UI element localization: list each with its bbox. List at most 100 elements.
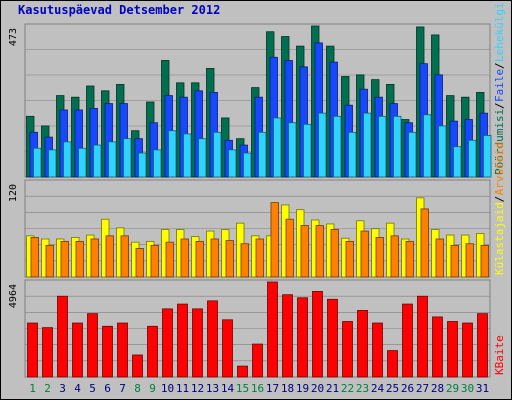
bar-kbaite-day-17 [267, 281, 278, 378]
bar-arvuteid-day-19 [300, 225, 309, 278]
bar-kbaite-day-28 [432, 316, 443, 378]
bar-kbaite-day-3 [57, 295, 68, 378]
bar-arvuteid-day-13 [210, 238, 219, 278]
bar-lehekülgi-day-9 [153, 149, 162, 178]
bar-arvuteid-day-30 [465, 243, 474, 278]
x-tick-label-day-11: 11 [176, 382, 189, 395]
bar-arvuteid-day-20 [315, 225, 324, 278]
bar-kbaite-day-21 [327, 298, 338, 378]
bar-kbaite-day-7 [117, 322, 128, 378]
bar-arvuteid-day-2 [45, 244, 54, 278]
bar-lehekülgi-day-10 [168, 130, 177, 178]
bar-lehekülgi-day-24 [378, 115, 387, 178]
bar-arvuteid-day-11 [180, 238, 189, 278]
x-tick-label-day-6: 6 [104, 382, 111, 395]
legend-pöördumisi: Pöördumisi [493, 109, 506, 175]
x-tick-label-day-27: 27 [416, 382, 429, 395]
legend-külastajaid: Külastajaid [493, 202, 506, 275]
bar-lehekülgi-day-3 [63, 141, 72, 178]
bar-kbaite-day-8 [132, 354, 143, 378]
bar-arvuteid-day-26 [405, 240, 414, 278]
bar-arvuteid-day-14 [225, 240, 234, 278]
bar-arvuteid-day-31 [480, 244, 489, 278]
bar-arvuteid-day-21 [330, 229, 339, 278]
bar-arvuteid-day-27 [420, 208, 429, 278]
x-tick-label-day-12: 12 [191, 382, 204, 395]
bar-arvuteid-day-16 [255, 238, 264, 278]
x-tick-label-day-26: 26 [401, 382, 414, 395]
bar-arvuteid-day-29 [450, 244, 459, 278]
bar-kbaite-day-29 [447, 321, 458, 378]
bar-lehekülgi-day-15 [243, 152, 252, 178]
bar-lehekülgi-day-1 [33, 147, 42, 178]
bar-lehekülgi-day-28 [438, 125, 447, 178]
panel-3-legend: KBaite [493, 335, 506, 375]
bar-lehekülgi-day-23 [363, 112, 372, 178]
bar-arvuteid-day-3 [60, 240, 69, 278]
x-tick-label-day-21: 21 [326, 382, 339, 395]
legend-faile: Faile [493, 69, 506, 102]
bar-kbaite-day-9 [147, 325, 158, 378]
bar-arvuteid-day-4 [75, 240, 84, 278]
bar-lehekülgi-day-7 [123, 138, 132, 178]
panel-2-legend: Külastajaid/Arvuteid [493, 142, 506, 275]
x-tick-label-day-19: 19 [296, 382, 309, 395]
panel-1-legend: Pöördumisi/Faile/Lehekülgi [493, 2, 506, 175]
bar-arvuteid-day-17 [270, 202, 279, 278]
legend-separator: / [493, 196, 506, 203]
bar-arvuteid-day-25 [390, 235, 399, 278]
x-tick-label-day-29: 29 [446, 382, 459, 395]
bar-lehekülgi-day-2 [48, 149, 57, 178]
legend-arvuteid: Arvuteid [493, 142, 506, 195]
panel-1-ymax-label: 473 [8, 28, 19, 46]
bar-kbaite-day-30 [462, 322, 473, 378]
legend-separator: / [493, 102, 506, 109]
bar-arvuteid-day-18 [285, 218, 294, 278]
bar-arvuteid-day-9 [150, 244, 159, 278]
bar-lehekülgi-day-26 [408, 131, 417, 178]
x-tick-label-day-30: 30 [461, 382, 474, 395]
bar-arvuteid-day-10 [165, 241, 174, 278]
chart-title: Kasutuspäevad Detsember 2012 [18, 3, 220, 17]
x-tick-label-day-22: 22 [341, 382, 354, 395]
bar-arvuteid-day-5 [90, 238, 99, 278]
bar-kbaite-day-13 [207, 300, 218, 378]
x-tick-label-day-17: 17 [266, 382, 279, 395]
bar-arvuteid-day-12 [195, 240, 204, 278]
bar-arvuteid-day-24 [375, 237, 384, 278]
bar-kbaite-day-6 [102, 325, 113, 378]
bar-lehekülgi-day-12 [198, 138, 207, 178]
bar-kbaite-day-15 [237, 365, 248, 378]
bar-lehekülgi-day-22 [348, 131, 357, 178]
bar-arvuteid-day-1 [30, 237, 39, 278]
bar-lehekülgi-day-16 [258, 131, 267, 178]
x-tick-label-day-4: 4 [74, 382, 81, 395]
bar-arvuteid-day-28 [435, 238, 444, 278]
x-tick-label-day-9: 9 [149, 382, 156, 395]
bar-kbaite-day-16 [252, 343, 263, 378]
x-tick-label-day-20: 20 [311, 382, 324, 395]
bar-kbaite-day-2 [42, 327, 53, 378]
bar-kbaite-day-11 [177, 303, 188, 378]
x-tick-label-day-10: 10 [161, 382, 174, 395]
bar-kbaite-day-31 [477, 313, 488, 378]
x-tick-label-day-31: 31 [476, 382, 489, 395]
bar-lehekülgi-day-14 [228, 149, 237, 178]
bar-lehekülgi-day-13 [213, 131, 222, 178]
legend-separator: / [493, 62, 506, 69]
bar-kbaite-day-24 [372, 322, 383, 378]
bar-lehekülgi-day-17 [273, 117, 282, 178]
bar-lehekülgi-day-18 [288, 122, 297, 178]
bar-kbaite-day-27 [417, 295, 428, 378]
bar-lehekülgi-day-4 [78, 147, 87, 178]
x-tick-label-day-23: 23 [356, 382, 369, 395]
legend-kbaite: KBaite [493, 335, 506, 375]
legend-lehekülgi: Lehekülgi [493, 2, 506, 62]
bar-kbaite-day-4 [72, 322, 83, 378]
bar-lehekülgi-day-19 [303, 123, 312, 178]
x-tick-label-day-14: 14 [221, 382, 235, 395]
x-tick-label-day-2: 2 [44, 382, 51, 395]
bar-kbaite-day-20 [312, 291, 323, 378]
